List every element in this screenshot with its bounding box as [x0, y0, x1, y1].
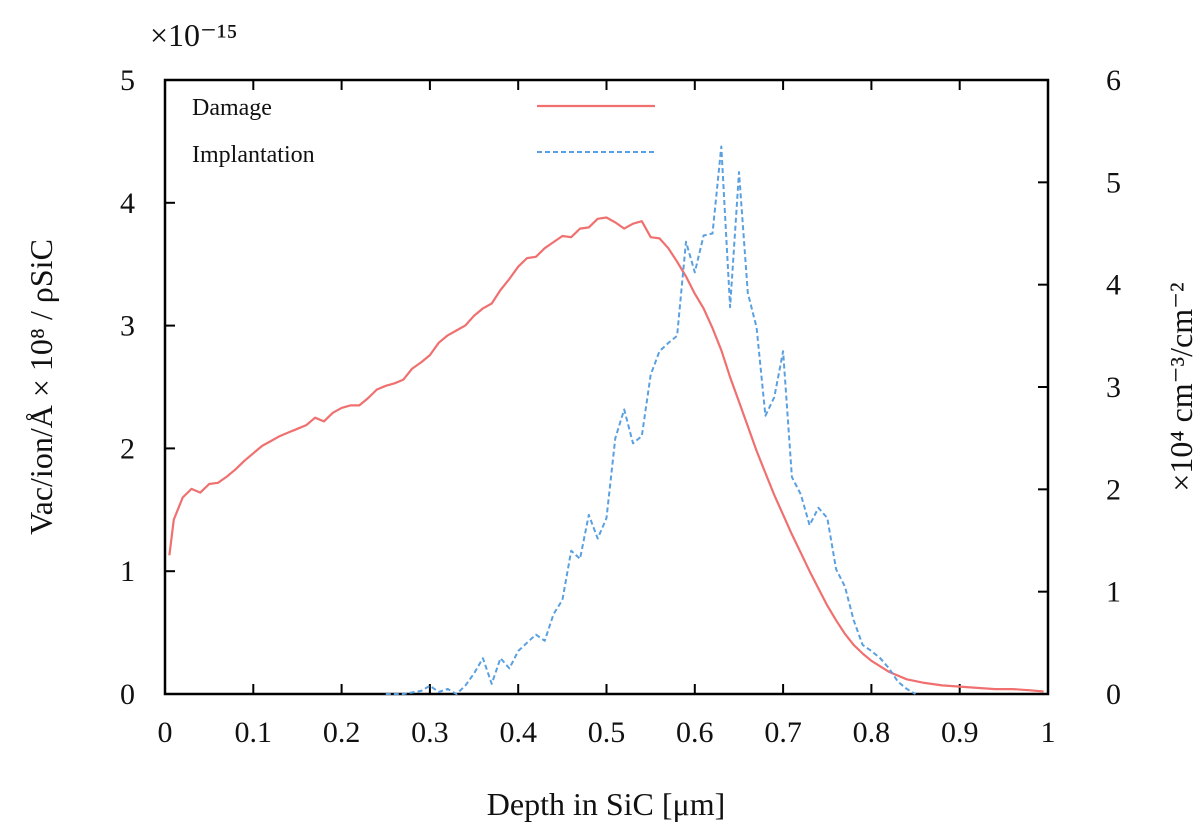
legend-label-damage: Damage [192, 95, 272, 121]
left-y-tick-label: 5 [120, 64, 135, 97]
left-axis-title: Vac/ion/Å × 10⁸ / ρSiC [23, 239, 59, 535]
x-tick-label: 0.3 [411, 716, 449, 749]
right-y-tick-label: 1 [1106, 576, 1121, 609]
x-tick-label: 0.1 [235, 716, 273, 749]
x-tick-label: 1 [1041, 716, 1056, 749]
legend: Damage Implantation [192, 95, 655, 168]
x-tick-label: 0.9 [941, 716, 979, 749]
x-axis-title: Depth in SiC [μm] [487, 786, 725, 822]
x-axis-ticks: 0 0.1 0.2 0.3 0.4 0.5 0.6 0.7 0.8 0.9 1 [158, 80, 1056, 749]
left-axis-ticks: 0 1 2 3 4 5 [120, 64, 175, 711]
x-tick-label: 0.6 [676, 716, 714, 749]
x-tick-label: 0 [158, 716, 173, 749]
right-y-tick-label: 6 [1106, 64, 1121, 97]
left-y-tick-label: 0 [120, 678, 135, 711]
series-line-damage [168, 216, 1044, 693]
x-tick-label: 0.8 [853, 716, 891, 749]
left-y-tick-label: 4 [120, 187, 135, 220]
right-y-tick-label: 0 [1106, 678, 1121, 711]
x-tick-label: 0.4 [499, 716, 537, 749]
left-axis-multiplier: ×10⁻¹⁵ [150, 17, 238, 53]
right-y-tick-label: 2 [1106, 473, 1121, 506]
x-tick-label: 0.5 [588, 716, 626, 749]
left-y-tick-label: 3 [120, 310, 135, 343]
legend-label-implantation: Implantation [192, 142, 315, 168]
series-layer [168, 145, 1044, 695]
right-axis-title: ×10⁴ cm⁻³/cm⁻² [1163, 282, 1199, 491]
right-y-tick-label: 5 [1106, 166, 1121, 199]
left-y-tick-label: 2 [120, 432, 135, 465]
plot-frame [163, 78, 1050, 696]
x-tick-label: 0.2 [323, 716, 361, 749]
series-line-implantation [385, 145, 917, 695]
left-y-tick-label: 1 [120, 555, 135, 588]
right-y-tick-label: 3 [1106, 371, 1121, 404]
x-tick-label: 0.7 [764, 716, 802, 749]
right-y-tick-label: 4 [1106, 269, 1121, 302]
right-axis-ticks: 0 1 2 3 4 5 6 [1038, 64, 1121, 711]
